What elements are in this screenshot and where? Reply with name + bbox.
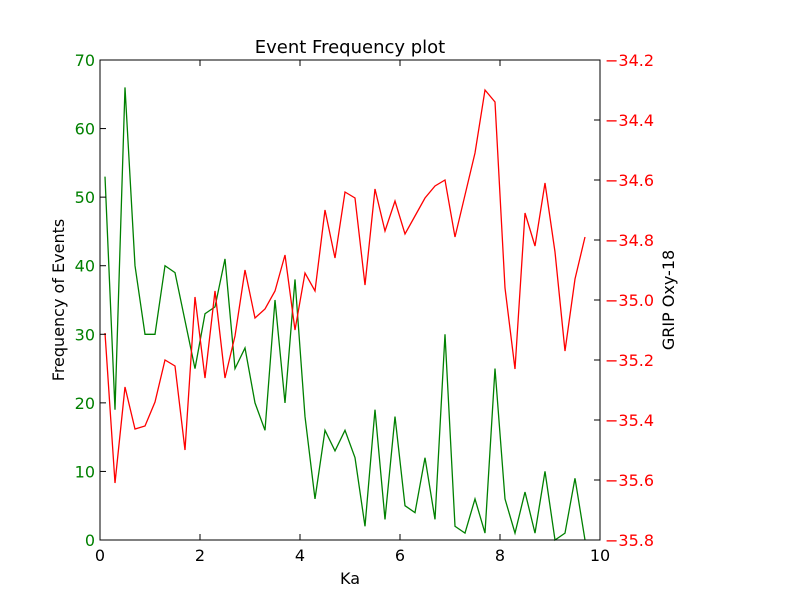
x-tick-label: 0 <box>95 546 105 565</box>
plot-area <box>104 87 586 542</box>
x-tick-label: 10 <box>590 546 610 565</box>
right-y-tick-label: −35.6 <box>605 471 654 490</box>
x-tick-label: 4 <box>295 546 305 565</box>
left-y-tick-label: 40 <box>75 257 95 276</box>
right-y-tick-label: −35.0 <box>605 291 654 310</box>
x-axis-label: Ka <box>340 569 360 588</box>
left-y-tick-label: 30 <box>75 325 95 344</box>
right-y-axis-label: GRIP Oxy-18 <box>659 250 678 350</box>
right-y-tick-label: −34.4 <box>605 111 654 130</box>
right-y-tick-label: −34.6 <box>605 171 654 190</box>
left-y-tick-label: 0 <box>85 531 95 550</box>
right-y-tick-label: −34.2 <box>605 51 654 70</box>
x-tick-label: 6 <box>395 546 405 565</box>
left-y-tick-label: 60 <box>75 120 95 139</box>
right-y-tick-label: −34.8 <box>605 231 654 250</box>
left-y-tick-label: 20 <box>75 394 95 413</box>
left-y-axis-label: Frequency of Events <box>49 219 68 381</box>
grip-oxy18-series-line <box>104 88 586 484</box>
right-y-tick-label: −35.8 <box>605 531 654 550</box>
event-frequency-series-line <box>104 87 586 542</box>
left-y-tick-label: 70 <box>75 51 95 70</box>
axes: 0 2 4 6 8 10 0 10 20 30 40 50 60 70 −35.8 −35.6 −35.4 −35… <box>75 51 654 565</box>
right-y-tick-label: −35.2 <box>605 351 654 370</box>
x-tick-label: 8 <box>495 546 505 565</box>
x-tick-label: 2 <box>195 546 205 565</box>
left-y-tick-label: 10 <box>75 462 95 481</box>
left-y-tick-label: 50 <box>75 188 95 207</box>
chart-title: Event Frequency plot <box>255 37 446 58</box>
right-y-tick-label: −35.4 <box>605 411 654 430</box>
